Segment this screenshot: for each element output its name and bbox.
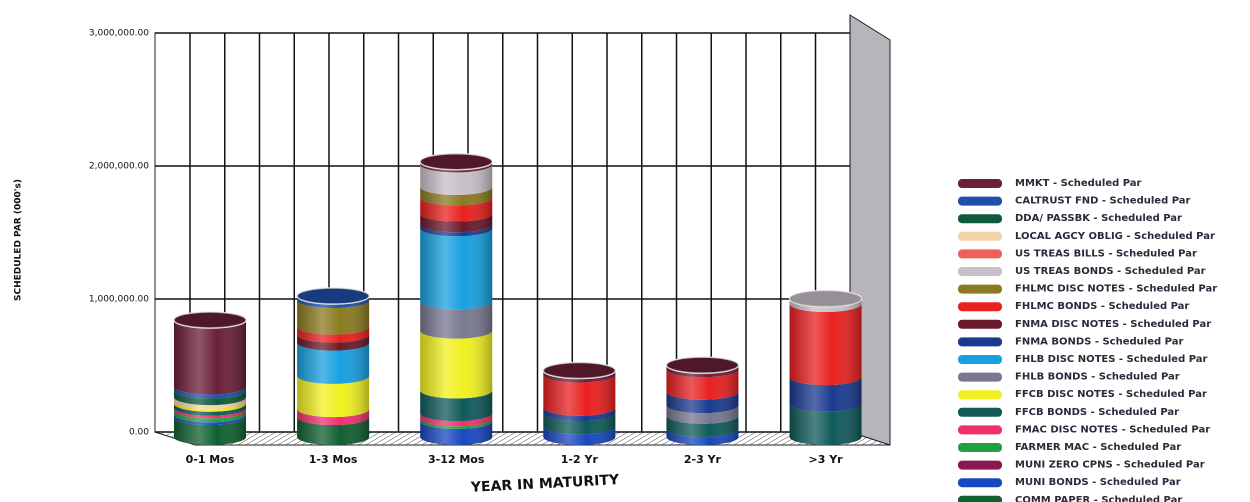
legend-label: FHLMC DISC NOTES - Scheduled Par xyxy=(1015,284,1217,295)
bar-segment xyxy=(420,330,493,399)
legend-label: FNMA BONDS - Scheduled Par xyxy=(1015,336,1183,347)
legend-label: FMAC DISC NOTES - Scheduled Par xyxy=(1015,424,1210,435)
cylinder-cap-shade xyxy=(297,288,370,305)
legend-label: FHLB DISC NOTES - Scheduled Par xyxy=(1015,354,1208,365)
legend-label: US TREAS BILLS - Scheduled Par xyxy=(1015,248,1197,259)
legend-label: FNMA DISC NOTES - Scheduled Par xyxy=(1015,319,1211,330)
x-tick-label: 2-3 Yr xyxy=(684,453,722,466)
legend-swatch xyxy=(958,284,1002,294)
legend-swatch xyxy=(958,495,1002,502)
y-tick-label: 1,000,000.00 xyxy=(89,295,149,305)
legend-swatch xyxy=(958,407,1002,417)
cylinder-cap-shade xyxy=(174,311,246,328)
cylinder-cap xyxy=(665,356,740,374)
x-tick-label: 0-1 Mos xyxy=(186,453,235,466)
floor xyxy=(154,431,891,446)
legend-swatch xyxy=(958,267,1002,276)
legend-label: FARMER MAC - Scheduled Par xyxy=(1015,442,1181,453)
cylinder-cap xyxy=(173,311,247,329)
legend-swatch xyxy=(958,460,1002,470)
legend-label: FFCB BONDS - Scheduled Par xyxy=(1015,407,1179,418)
bar-segment xyxy=(789,304,862,386)
legend-swatch xyxy=(958,196,1002,206)
bar-segment xyxy=(420,228,493,310)
legend-swatch xyxy=(958,302,1002,312)
bar-segment xyxy=(174,319,246,395)
cylinder-cap-shade xyxy=(789,290,862,307)
legend-swatch xyxy=(958,319,1002,329)
legend-swatch xyxy=(958,390,1002,400)
x-tick-label: 1-3 Mos xyxy=(309,453,358,466)
legend-swatch xyxy=(958,179,1002,188)
legend-swatch xyxy=(958,249,1002,259)
legend-label: US TREAS BONDS - Scheduled Par xyxy=(1015,266,1206,277)
legend-swatch xyxy=(958,478,1002,488)
cylinder-cap xyxy=(419,152,493,171)
y-tick-label: 2,000,000.00 xyxy=(89,162,149,172)
cylinder-cap-shade xyxy=(666,357,739,374)
legend-label: FHLB BONDS - Scheduled Par xyxy=(1015,372,1180,383)
legend-label: MUNI ZERO CPNS - Scheduled Par xyxy=(1015,460,1205,471)
x-tick-label: 1-2 Yr xyxy=(561,453,599,466)
legend-swatch xyxy=(958,214,1002,224)
legend-swatch xyxy=(958,355,1002,364)
y-tick-label: 3,000,000.00 xyxy=(89,29,149,39)
legend-swatch xyxy=(958,372,1002,382)
cylinder-cap xyxy=(788,289,863,308)
legend-label: MMKT - Scheduled Par xyxy=(1015,178,1142,189)
legend-label: DDA/ PASSBK - Scheduled Par xyxy=(1015,213,1182,224)
legend-label: LOCAL AGCY OBLIG - Scheduled Par xyxy=(1015,231,1215,242)
y-tick-label: 0.00 xyxy=(129,428,149,438)
cylinder-cap-shade xyxy=(543,362,616,379)
cylinder-cap xyxy=(296,287,370,305)
cylinder-cap xyxy=(542,361,617,380)
legend-swatch xyxy=(958,337,1002,347)
x-tick-label: 3-12 Mos xyxy=(428,453,485,466)
legend-label: FHLMC BONDS - Scheduled Par xyxy=(1015,301,1189,312)
cylinder-cap-shade xyxy=(420,153,493,170)
legend-swatch xyxy=(958,231,1002,241)
legend-label: COMM PAPER - Scheduled Par xyxy=(1015,495,1182,502)
legend-label: CALTRUST FND - Scheduled Par xyxy=(1015,196,1191,207)
legend-swatch xyxy=(958,443,1002,452)
legend-swatch xyxy=(958,425,1002,435)
x-tick-label: >3 Yr xyxy=(809,453,844,466)
legend-label: FFCB DISC NOTES - Scheduled Par xyxy=(1015,389,1207,400)
x-axis-title: YEAR IN MATURITY xyxy=(470,472,621,496)
y-axis-title: SCHEDULED PAR (000's) xyxy=(14,179,24,301)
legend-label: MUNI BONDS - Scheduled Par xyxy=(1015,477,1181,488)
